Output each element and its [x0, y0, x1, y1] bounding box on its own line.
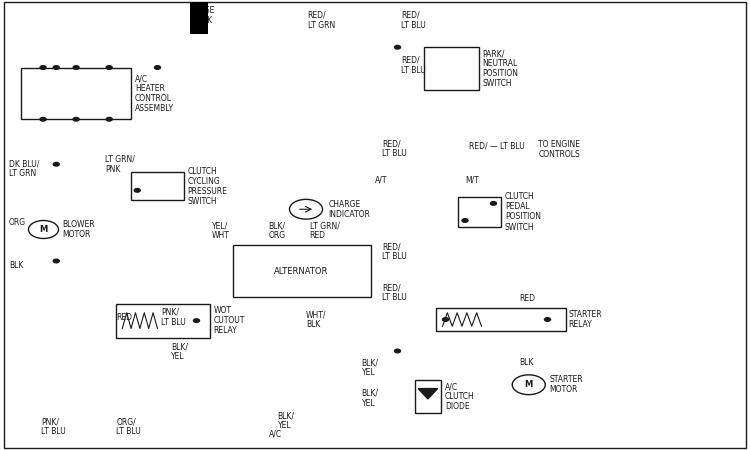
Circle shape — [462, 219, 468, 222]
Bar — [116, 304, 210, 338]
Text: STARTER
MOTOR: STARTER MOTOR — [549, 375, 583, 394]
Circle shape — [394, 45, 400, 49]
Text: BLK: BLK — [9, 261, 23, 270]
Text: RED/
LT BLU: RED/ LT BLU — [401, 11, 426, 30]
Circle shape — [194, 319, 200, 322]
Text: M: M — [39, 225, 48, 234]
Bar — [232, 245, 371, 297]
Text: RED/
LT GRN: RED/ LT GRN — [308, 11, 334, 30]
Text: DK BLU/
LT GRN: DK BLU/ LT GRN — [9, 159, 39, 178]
Text: RED: RED — [116, 313, 132, 322]
Circle shape — [544, 318, 550, 321]
Text: LT GRN/
PNK: LT GRN/ PNK — [105, 155, 135, 174]
Bar — [21, 68, 131, 119]
Polygon shape — [419, 389, 438, 399]
Bar — [424, 47, 478, 90]
Bar — [436, 308, 566, 331]
Circle shape — [53, 66, 59, 69]
Text: BLK/
ORG: BLK/ ORG — [268, 221, 286, 240]
Text: WOT
CUTOUT
RELAY: WOT CUTOUT RELAY — [214, 306, 245, 335]
Circle shape — [53, 259, 59, 263]
Bar — [190, 2, 208, 34]
Text: A/C
CLUTCH
DIODE: A/C CLUTCH DIODE — [445, 382, 475, 411]
Circle shape — [40, 117, 46, 121]
Text: WHT/
BLK: WHT/ BLK — [306, 310, 326, 329]
Text: ALTERNATOR: ALTERNATOR — [274, 267, 328, 276]
Text: A/C: A/C — [268, 430, 282, 439]
Text: BLK/
YEL: BLK/ YEL — [171, 342, 188, 361]
Text: LT GRN/
RED: LT GRN/ RED — [310, 221, 340, 240]
Circle shape — [154, 66, 160, 69]
Text: BLOWER
MOTOR: BLOWER MOTOR — [62, 220, 94, 239]
Text: A/T: A/T — [375, 176, 387, 184]
Text: RED/ — LT BLU: RED/ — LT BLU — [469, 142, 524, 151]
Text: FUSE
LINK
E: FUSE LINK E — [196, 6, 215, 35]
Circle shape — [53, 162, 59, 166]
Circle shape — [394, 349, 400, 353]
Circle shape — [106, 66, 112, 69]
Text: RED/
LT BLU: RED/ LT BLU — [382, 139, 407, 158]
Text: ORG/
LT BLU: ORG/ LT BLU — [116, 417, 141, 436]
Text: A/C
HEATER
CONTROL
ASSEMBLY: A/C HEATER CONTROL ASSEMBLY — [135, 74, 174, 113]
Text: RED: RED — [519, 294, 535, 303]
Text: BLK/
YEL: BLK/ YEL — [362, 389, 379, 408]
Text: PARK/
NEUTRAL
POSITION
SWITCH: PARK/ NEUTRAL POSITION SWITCH — [482, 50, 518, 88]
Text: PNK/
LT BLU: PNK/ LT BLU — [41, 417, 66, 436]
Text: RED/
LT BLU: RED/ LT BLU — [382, 283, 407, 302]
Text: YEL/
WHT: YEL/ WHT — [211, 221, 230, 240]
Text: CLUTCH
PEDAL
POSITION
SWITCH: CLUTCH PEDAL POSITION SWITCH — [505, 193, 541, 231]
Text: ORG: ORG — [9, 218, 26, 227]
Text: CLUTCH
CYCLING
PRESSURE
SWITCH: CLUTCH CYCLING PRESSURE SWITCH — [188, 167, 227, 206]
Circle shape — [40, 66, 46, 69]
Bar — [415, 380, 441, 413]
Text: BLK: BLK — [520, 358, 534, 367]
Text: TO ENGINE
CONTROLS: TO ENGINE CONTROLS — [538, 140, 580, 159]
Circle shape — [442, 318, 448, 321]
Text: M/T: M/T — [466, 176, 479, 184]
Text: CHARGE
INDICATOR: CHARGE INDICATOR — [328, 200, 370, 219]
Text: M: M — [525, 380, 532, 389]
Text: PNK/
LT BLU: PNK/ LT BLU — [161, 308, 186, 327]
Text: RED/
LT BLU: RED/ LT BLU — [382, 243, 407, 261]
Bar — [458, 197, 501, 227]
Circle shape — [490, 202, 496, 205]
Text: BLK/
YEL: BLK/ YEL — [278, 411, 295, 430]
Circle shape — [74, 66, 80, 69]
Text: RED/
LT BLU: RED/ LT BLU — [401, 56, 426, 75]
Circle shape — [74, 117, 80, 121]
Text: STARTER
RELAY: STARTER RELAY — [568, 310, 602, 329]
Bar — [131, 172, 184, 200]
Circle shape — [134, 189, 140, 192]
Text: BLK/
YEL: BLK/ YEL — [362, 358, 379, 377]
Circle shape — [106, 117, 112, 121]
